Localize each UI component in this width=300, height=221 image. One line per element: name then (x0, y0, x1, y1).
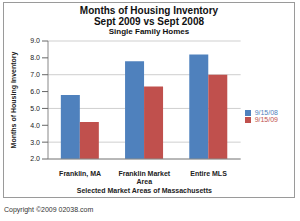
html-text:Sept 2009 vs Sept 2008: Sept 2009 vs Sept 2008 (94, 16, 204, 27)
html-text:Months of Housing Inventory: Months of Housing Inventory (79, 5, 219, 16)
svg-text:Franklin, MA: Franklin, MA (59, 170, 101, 178)
svg-text:4.0: 4.0 (30, 122, 40, 129)
svg-text:2.0: 2.0 (30, 155, 40, 162)
svg-text:Selected Market Areas of Massa: Selected Market Areas of Massachusetts (77, 187, 212, 194)
svg-text:8.0: 8.0 (30, 54, 40, 61)
svg-text:9.0: 9.0 (30, 37, 40, 44)
svg-text:Franklin MarketArea: Franklin MarketArea (118, 170, 170, 185)
svg-text:3.0: 3.0 (30, 139, 40, 146)
html-text:9/15/09: 9/15/09 (254, 116, 278, 123)
svg-text:Entire MLS: Entire MLS (190, 170, 227, 177)
svg-text:7.0: 7.0 (30, 71, 40, 78)
html-text:Copyright ©2009 02038.com: Copyright ©2009 02038.com (4, 206, 94, 213)
svg-text:5.0: 5.0 (30, 105, 40, 112)
html-text:9/15/08: 9/15/08 (254, 108, 278, 116)
svg-text:6.0: 6.0 (30, 88, 40, 95)
html-text:Single Family Homes: Single Family Homes (108, 27, 190, 36)
svg-text:Months of Housing Inventory: Months of Housing Inventory (10, 51, 18, 148)
